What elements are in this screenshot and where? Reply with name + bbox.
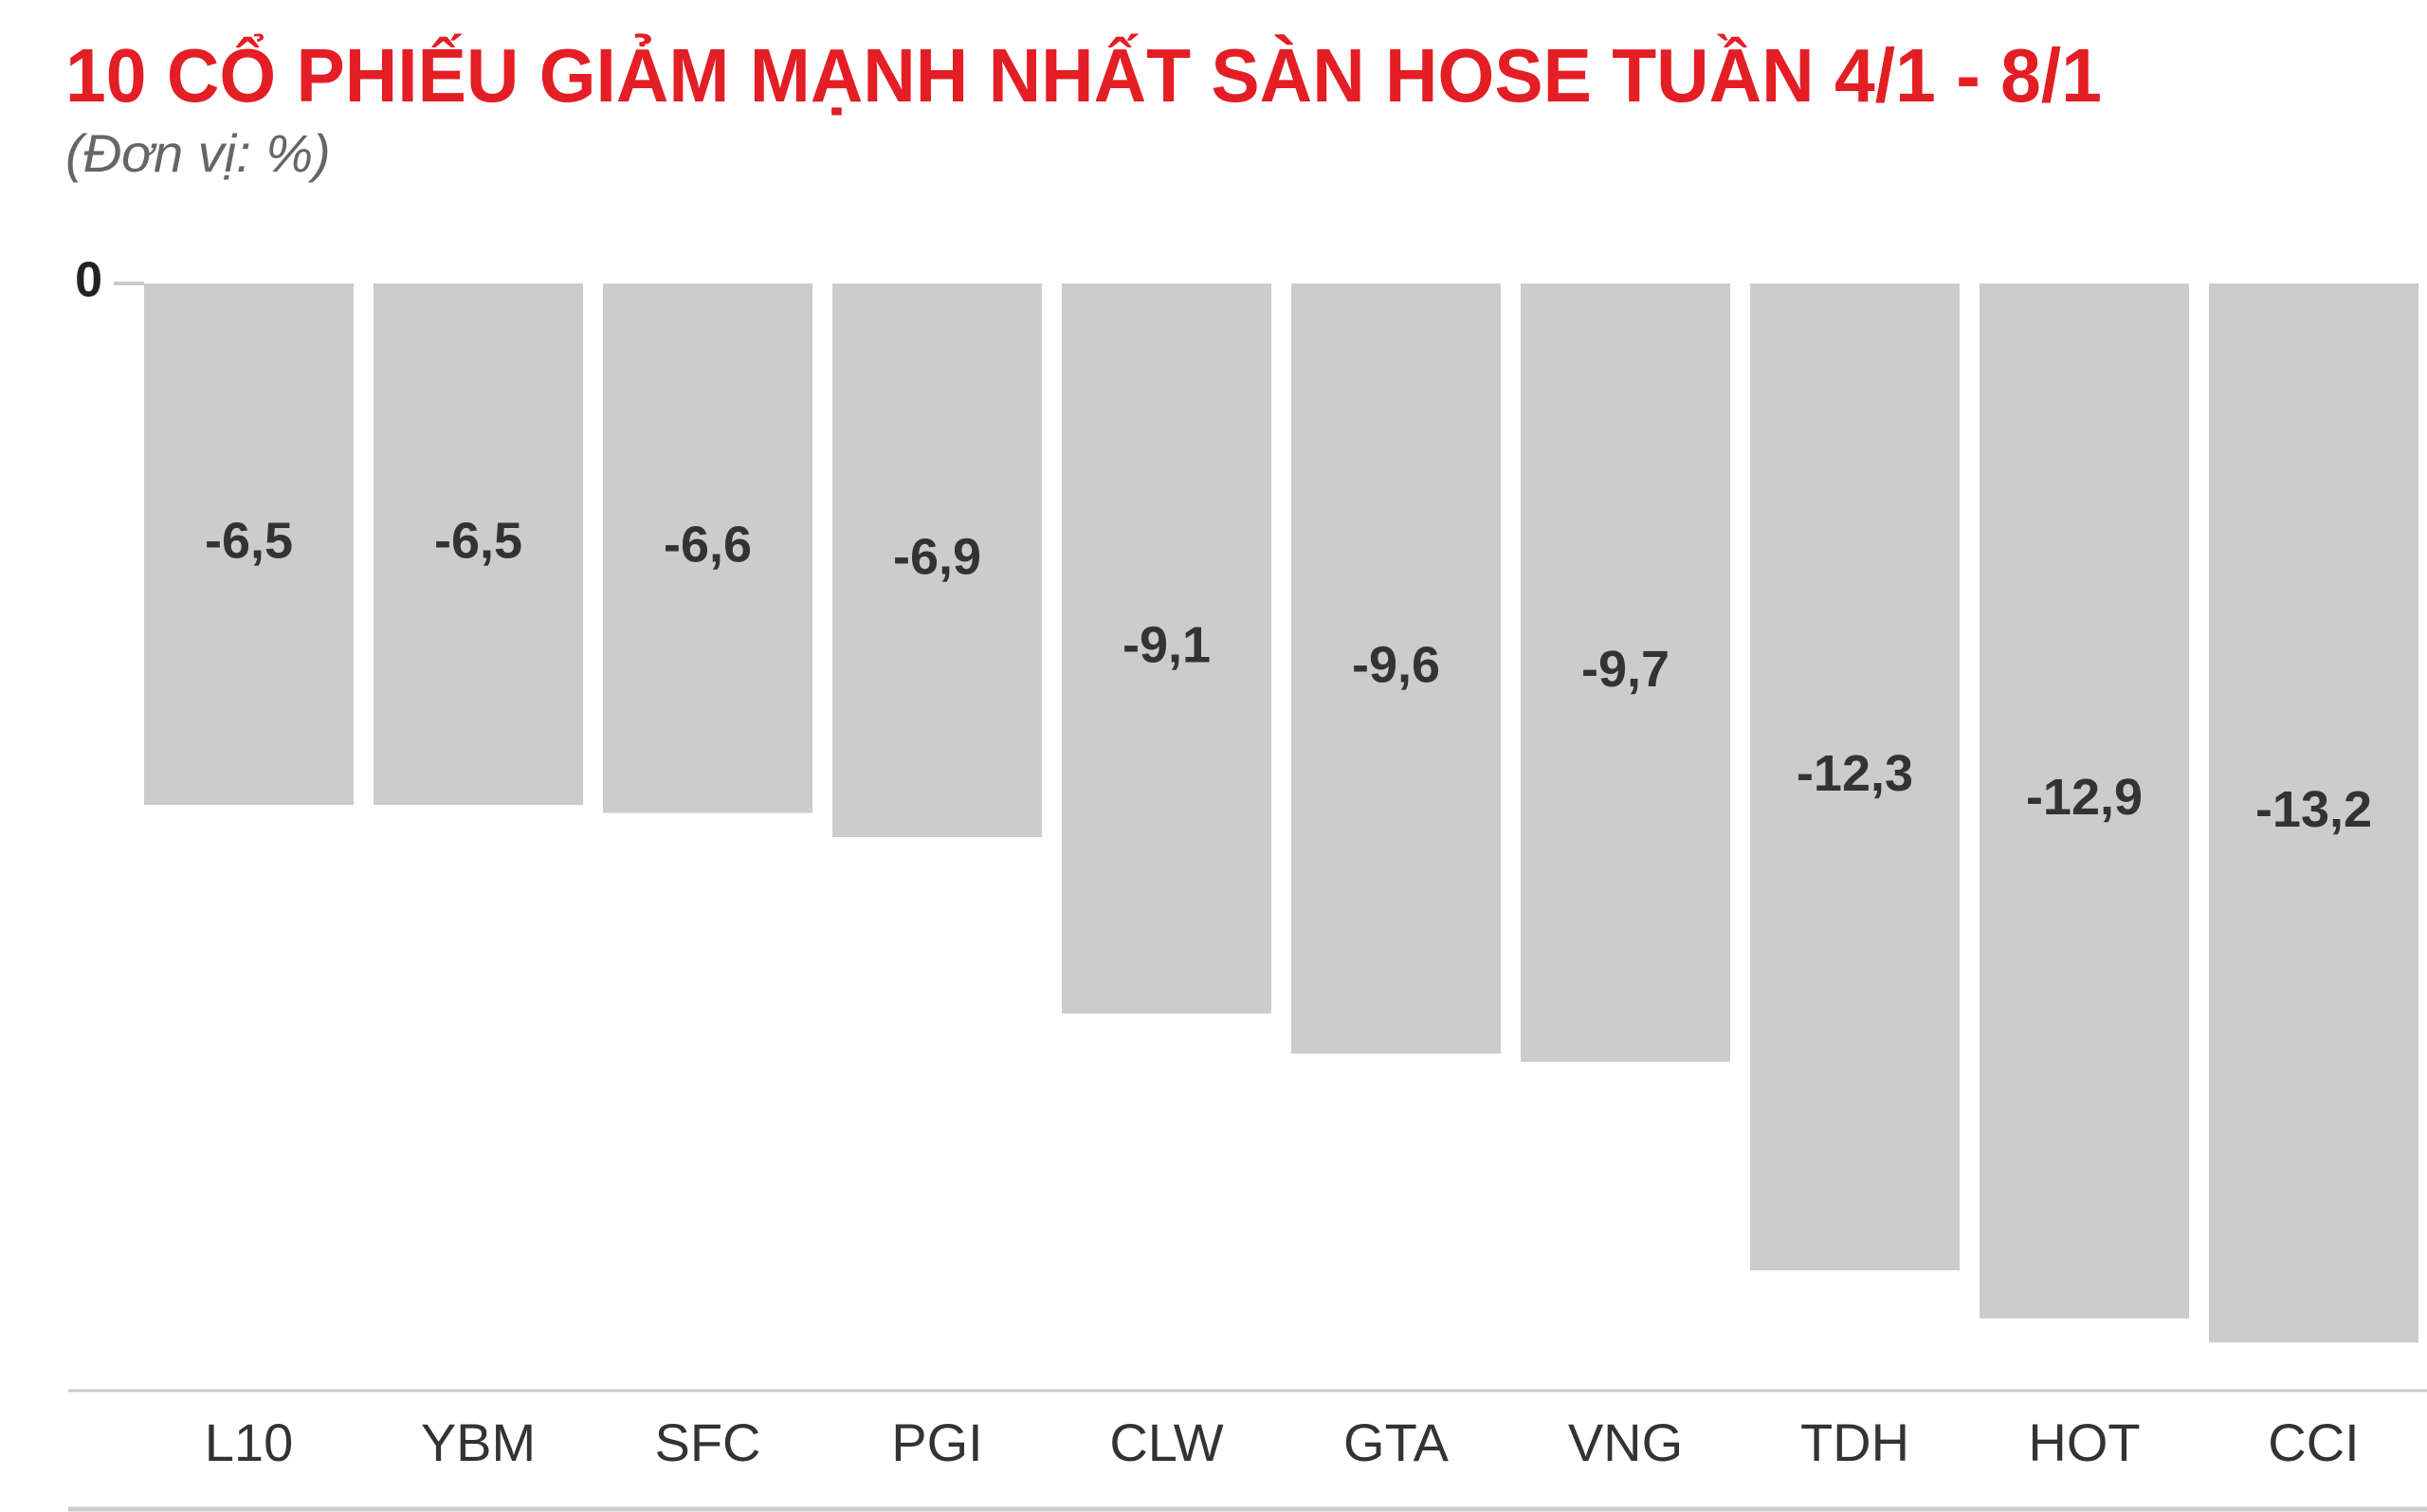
x-tick-label: VNG — [1568, 1412, 1683, 1472]
x-tick-label: HOT — [2028, 1412, 2140, 1472]
bar — [832, 283, 1042, 837]
bar — [1980, 283, 2189, 1319]
bar — [144, 283, 354, 806]
value-label: -13,2 — [2255, 781, 2372, 838]
value-label: -6,5 — [434, 512, 522, 569]
x-tick-label: SFC — [655, 1412, 761, 1472]
bar — [374, 283, 583, 806]
value-label: -12,3 — [1797, 745, 1913, 802]
x-tick-label: GTA — [1343, 1412, 1450, 1472]
bar — [2209, 283, 2418, 1343]
x-tick-label: L10 — [205, 1412, 293, 1472]
bar — [1750, 283, 1960, 1271]
x-tick-label: TDH — [1800, 1412, 1909, 1472]
bar — [603, 283, 812, 813]
x-tick-label: YBM — [421, 1412, 536, 1472]
bar — [1521, 283, 1730, 1062]
bar — [1291, 283, 1501, 1054]
value-label: -6,9 — [893, 528, 981, 585]
bar — [1062, 283, 1271, 1014]
x-tick-label: CCI — [2268, 1412, 2359, 1472]
chart-subtitle: (Đơn vị: %) — [65, 123, 331, 183]
value-label: -6,5 — [205, 512, 293, 569]
value-label: -6,6 — [664, 517, 752, 574]
y-tick-label: 0 — [75, 253, 102, 308]
chart-title: 10 CỔ PHIẾU GIẢM MẠNH NHẤT SÀN HOSE TUẦN… — [65, 33, 2102, 118]
x-tick-label: CLW — [1109, 1412, 1223, 1472]
value-label: -12,9 — [2026, 769, 2143, 826]
value-label: -9,6 — [1352, 637, 1440, 694]
value-label: -9,1 — [1122, 616, 1211, 673]
x-tick-label: PGI — [891, 1412, 982, 1472]
value-label: -9,7 — [1581, 641, 1670, 698]
